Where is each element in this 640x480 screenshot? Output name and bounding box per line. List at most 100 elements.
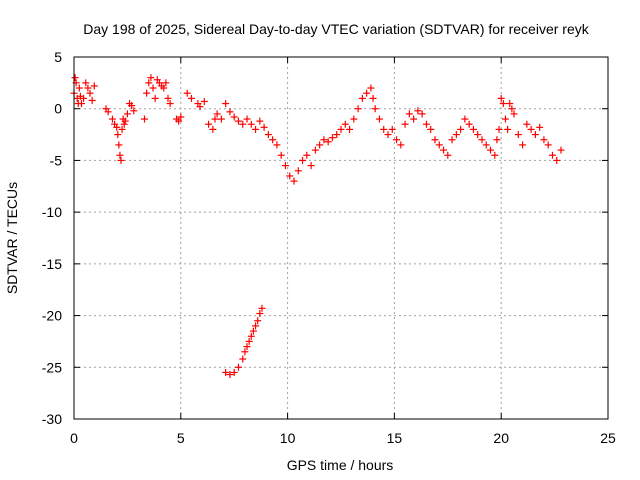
data-point bbox=[388, 125, 396, 133]
data-point bbox=[234, 363, 242, 371]
data-point bbox=[118, 125, 126, 133]
data-point bbox=[249, 327, 257, 335]
data-point bbox=[527, 125, 535, 133]
data-point bbox=[273, 141, 281, 149]
data-point bbox=[440, 146, 448, 154]
data-point bbox=[418, 110, 426, 118]
data-point bbox=[82, 79, 90, 87]
data-point bbox=[175, 117, 183, 125]
data-point bbox=[290, 177, 298, 185]
data-point bbox=[519, 141, 527, 149]
data-point bbox=[350, 115, 358, 123]
data-point bbox=[328, 134, 336, 142]
data-point bbox=[239, 355, 247, 363]
data-point bbox=[88, 96, 96, 104]
data-point bbox=[160, 84, 168, 92]
x-tick-label: 20 bbox=[493, 430, 509, 446]
data-point bbox=[333, 131, 341, 139]
data-point bbox=[247, 120, 255, 128]
data-point bbox=[401, 120, 409, 128]
data-point bbox=[226, 108, 234, 116]
data-point bbox=[243, 115, 251, 123]
data-point bbox=[145, 79, 153, 87]
data-point bbox=[120, 120, 128, 128]
x-tick-label: 25 bbox=[600, 430, 616, 446]
data-point bbox=[506, 100, 514, 108]
data-point bbox=[104, 108, 112, 116]
x-tick-label: 0 bbox=[70, 430, 78, 446]
data-point bbox=[375, 115, 383, 123]
data-point bbox=[548, 151, 556, 159]
data-point bbox=[234, 117, 242, 125]
data-point bbox=[211, 115, 219, 123]
data-point bbox=[414, 107, 422, 115]
data-point bbox=[196, 103, 204, 111]
data-point bbox=[523, 120, 531, 128]
data-point bbox=[499, 100, 507, 108]
data-point bbox=[108, 115, 116, 123]
data-point bbox=[143, 89, 151, 97]
data-point bbox=[222, 100, 230, 108]
data-point bbox=[151, 94, 159, 102]
data-point bbox=[504, 125, 512, 133]
data-point bbox=[117, 156, 125, 164]
data-point bbox=[510, 110, 518, 118]
data-point bbox=[384, 131, 392, 139]
data-point bbox=[269, 136, 277, 144]
data-point bbox=[90, 82, 98, 90]
plot-frame bbox=[73, 56, 609, 420]
data-point bbox=[495, 125, 503, 133]
data-point bbox=[461, 115, 469, 123]
data-point bbox=[435, 141, 443, 149]
data-point bbox=[162, 79, 170, 87]
data-point bbox=[281, 162, 289, 170]
y-tick-label: -15 bbox=[42, 256, 62, 272]
y-axis-label: SDTVAR / TECUs bbox=[4, 182, 20, 294]
y-tick-label: -5 bbox=[50, 152, 63, 168]
data-point bbox=[286, 172, 294, 180]
data-point bbox=[320, 136, 328, 144]
data-point bbox=[140, 115, 148, 123]
axis-ticks: 0 5 10 15 20 25 5 0 -5 -10 -15 -20 -25 -30 bbox=[42, 49, 616, 446]
grid-lines bbox=[74, 57, 608, 419]
data-point bbox=[243, 343, 251, 351]
data-point bbox=[80, 94, 88, 102]
data-point bbox=[260, 123, 268, 131]
data-point bbox=[75, 84, 83, 92]
data-point bbox=[371, 105, 379, 113]
data-point bbox=[303, 151, 311, 159]
y-tick-label: -10 bbox=[42, 204, 62, 220]
data-point bbox=[252, 125, 260, 133]
data-point bbox=[241, 348, 249, 356]
chart-title: Day 198 of 2025, Sidereal Day-to-day VTE… bbox=[83, 21, 589, 37]
data-point bbox=[258, 304, 266, 312]
data-point bbox=[307, 162, 315, 170]
data-point bbox=[444, 151, 452, 159]
y-tick-label: 5 bbox=[54, 49, 62, 65]
data-point bbox=[380, 125, 388, 133]
data-point bbox=[222, 368, 230, 376]
data-point bbox=[337, 125, 345, 133]
data-point bbox=[113, 123, 121, 131]
data-point bbox=[256, 117, 264, 125]
data-point bbox=[311, 146, 319, 154]
data-point bbox=[544, 141, 552, 149]
data-point bbox=[393, 136, 401, 144]
data-point bbox=[457, 125, 465, 133]
data-point bbox=[452, 131, 460, 139]
data-point bbox=[252, 322, 260, 330]
x-tick-label: 10 bbox=[280, 430, 296, 446]
x-tick-label: 5 bbox=[177, 430, 185, 446]
data-point bbox=[123, 110, 131, 118]
data-point bbox=[363, 89, 371, 97]
data-point bbox=[536, 123, 544, 131]
data-point bbox=[200, 97, 208, 105]
data-point bbox=[469, 125, 477, 133]
data-point bbox=[341, 120, 349, 128]
data-marks bbox=[70, 74, 565, 379]
x-tick-label: 15 bbox=[387, 430, 403, 446]
data-point bbox=[84, 84, 92, 92]
data-point bbox=[177, 113, 185, 121]
data-point bbox=[294, 167, 302, 175]
x-axis-label: GPS time / hours bbox=[287, 457, 394, 473]
